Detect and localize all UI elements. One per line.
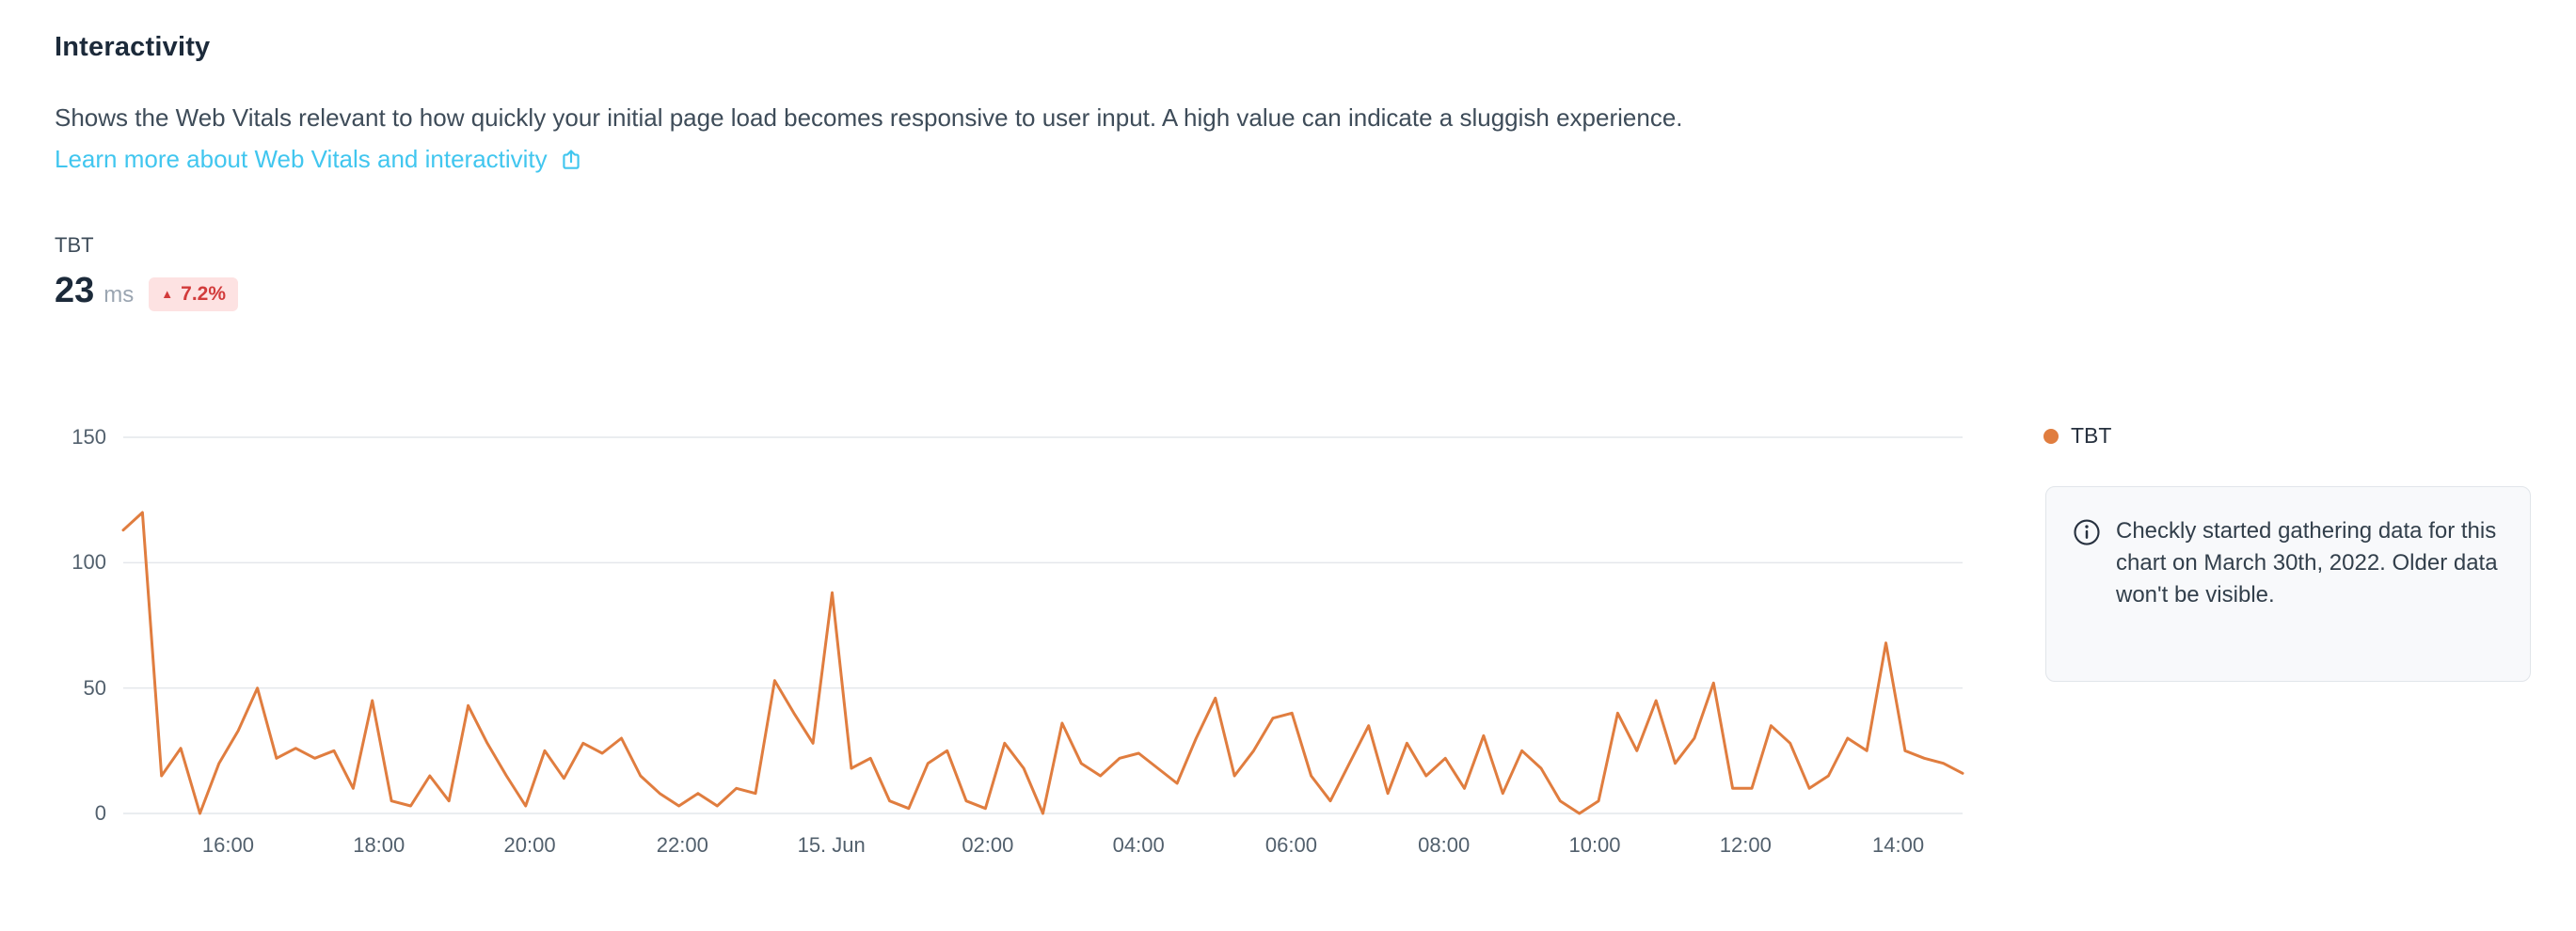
info-icon	[2073, 518, 2101, 546]
x-tick-label: 14:00	[1872, 833, 1925, 857]
series-line-tbt	[121, 511, 1964, 815]
delta-up-icon: ▲	[161, 287, 174, 301]
x-tick-label: 02:00	[962, 833, 1014, 857]
y-axis: 0 50 100 150	[34, 425, 106, 825]
metric-block: TBT 23 ms ▲ 7.2%	[55, 233, 239, 315]
y-tick-label: 150	[72, 425, 106, 449]
chart-plot-area[interactable]	[121, 436, 1964, 815]
delta-value: 7.2%	[181, 282, 227, 305]
legend-label: TBT	[2071, 423, 2112, 448]
learn-more-link[interactable]: Learn more about Web Vitals and interact…	[55, 145, 583, 174]
x-tick-label: 20:00	[503, 833, 556, 857]
metric-value: 23	[55, 271, 95, 310]
y-tick-label: 100	[72, 550, 106, 575]
x-tick-label: 22:00	[656, 833, 708, 857]
x-tick-label: 18:00	[353, 833, 405, 857]
y-tick-label: 50	[83, 675, 106, 700]
x-tick-label: 06:00	[1264, 833, 1317, 857]
legend-dot-icon	[2043, 428, 2059, 444]
page-title: Interactivity	[55, 32, 211, 62]
x-tick-label: 16:00	[201, 833, 254, 857]
learn-more-link-label: Learn more about Web Vitals and interact…	[55, 145, 548, 173]
x-tick-label: 15. Jun	[797, 833, 866, 857]
x-axis: 16:00 18:00 20:00 22:00 15. Jun 02:00 04:00 06:…	[123, 833, 1963, 861]
chart-canvas	[121, 436, 1964, 815]
y-tick-label: 0	[94, 801, 106, 825]
x-tick-label: 08:00	[1418, 833, 1471, 857]
x-tick-label: 10:00	[1568, 833, 1621, 857]
legend-item-tbt[interactable]: TBT	[2043, 423, 2111, 449]
delta-badge: ▲ 7.2%	[149, 276, 239, 311]
metric-label: TBT	[55, 233, 94, 257]
metric-unit: ms	[103, 282, 135, 308]
x-tick-label: 04:00	[1112, 833, 1165, 857]
section-description: Shows the Web Vitals relevant to how qui…	[55, 103, 1683, 132]
external-link-icon	[559, 148, 583, 172]
info-text: Checkly started gathering data for this …	[2116, 518, 2498, 608]
x-tick-label: 12:00	[1719, 833, 1772, 857]
info-box: Checkly started gathering data for this …	[2045, 486, 2531, 682]
